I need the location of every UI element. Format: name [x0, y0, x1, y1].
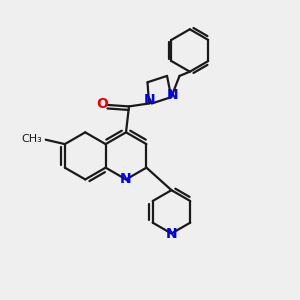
- Text: O: O: [97, 98, 108, 111]
- Text: CH₃: CH₃: [21, 134, 42, 144]
- Text: N: N: [144, 93, 155, 107]
- Text: N: N: [166, 226, 177, 241]
- Text: N: N: [167, 88, 178, 102]
- Text: N: N: [120, 172, 132, 186]
